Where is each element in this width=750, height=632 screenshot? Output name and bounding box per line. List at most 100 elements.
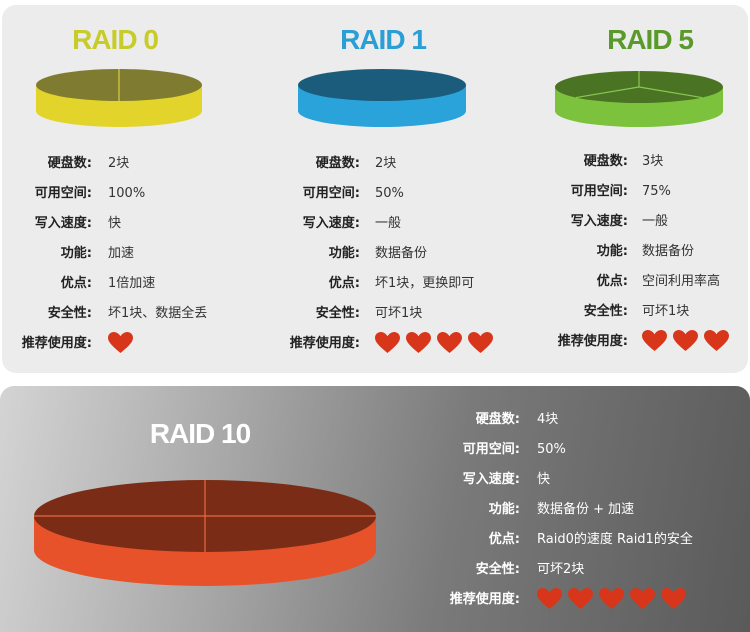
row-value: 2块: [108, 156, 130, 171]
heart-icon: [704, 330, 729, 351]
rating-hearts: [642, 330, 729, 352]
raid0-row: 功能: 加速: [0, 243, 750, 265]
row-label: 硬盘数:: [583, 154, 628, 169]
row-label: 推荐使用度:: [449, 592, 520, 607]
heart-icon: [437, 332, 462, 353]
raid0-title: RAID 0: [72, 24, 159, 55]
row-value: 3块: [642, 154, 664, 169]
row-label: 优点:: [596, 274, 628, 289]
raid0-row: 优点: 1倍加速: [0, 273, 750, 295]
row-label: 写入速度:: [462, 472, 520, 487]
raid1-row: 功能: 数据备份: [0, 243, 750, 265]
row-label: 功能:: [60, 246, 92, 261]
row-value: 坏1块、数据全丢: [108, 306, 208, 321]
raid10-row: 硬盘数: 4块: [0, 409, 750, 431]
row-value: 可坏1块: [375, 306, 423, 321]
row-label: 安全性:: [475, 562, 520, 577]
row-label: 优点:: [60, 276, 92, 291]
row-label: 推荐使用度:: [289, 336, 360, 351]
raid1-row: 写入速度: 一般: [0, 213, 750, 235]
heart-icon: [568, 588, 593, 609]
row-label: 可用空间:: [570, 184, 628, 199]
raid0-row: 推荐使用度:: [0, 332, 750, 355]
heart-icon: [630, 588, 655, 609]
raid5-title: RAID 5: [607, 24, 694, 55]
raid1-row: 优点: 坏1块，更换即可: [0, 273, 750, 295]
raid1-row: 可用空间: 50%: [0, 183, 750, 205]
heart-icon: [673, 330, 698, 351]
heart-icon: [108, 332, 133, 353]
raid10-row: 功能: 数据备份 + 加速: [0, 499, 750, 521]
row-value: 50%: [537, 442, 566, 457]
row-label: 安全性:: [315, 306, 360, 321]
row-value: Raid0的速度 Raid1的安全: [537, 532, 693, 547]
raid0-row: 写入速度: 快: [0, 213, 750, 235]
raid5-row: 可用空间: 75%: [0, 181, 750, 203]
row-label: 安全性:: [47, 306, 92, 321]
raid5-disk-icon: [555, 71, 723, 127]
row-value: 数据备份: [642, 244, 695, 259]
rating-hearts: [108, 332, 133, 354]
raid10-row: 写入速度: 快: [0, 469, 750, 491]
raid1-row: 推荐使用度:: [0, 332, 750, 355]
row-value: 一般: [642, 214, 669, 229]
row-label: 可用空间:: [34, 186, 92, 201]
row-label: 硬盘数:: [475, 412, 520, 427]
raid10-row: 推荐使用度:: [0, 588, 750, 611]
disk-top: [298, 69, 466, 101]
raid5-row: 写入速度: 一般: [0, 211, 750, 233]
heart-icon: [661, 588, 686, 609]
row-label: 硬盘数:: [315, 156, 360, 171]
row-label: 可用空间:: [462, 442, 520, 457]
rating-hearts: [375, 332, 493, 354]
heart-icon: [406, 332, 431, 353]
heart-icon: [468, 332, 493, 353]
row-label: 优点:: [328, 276, 360, 291]
raid0-disk-icon: [36, 69, 202, 127]
heart-icon: [375, 332, 400, 353]
row-value: 快: [108, 216, 122, 231]
raid10-title: RAID 10: [149, 418, 251, 449]
row-value: 75%: [642, 184, 671, 199]
disk-divider: [638, 86, 703, 99]
row-value: 100%: [108, 186, 146, 201]
raid0-row: 硬盘数: 2块: [0, 153, 750, 175]
row-label: 优点:: [488, 532, 520, 547]
raid1-row: 硬盘数: 2块: [0, 153, 750, 175]
raid0-row: 可用空间: 100%: [0, 183, 750, 205]
row-value: 数据备份: [375, 246, 428, 261]
row-label: 写入速度:: [570, 214, 628, 229]
disk-divider: [575, 86, 640, 99]
raid10-row: 优点: Raid0的速度 Raid1的安全: [0, 529, 750, 551]
row-value: 空间利用率高: [642, 274, 721, 289]
row-value: 4块: [537, 412, 559, 427]
row-value: 2块: [375, 156, 397, 171]
raid1-disk-icon: [298, 69, 466, 127]
row-label: 推荐使用度:: [21, 336, 92, 351]
raid5-row: 推荐使用度:: [0, 330, 750, 353]
raid1-row: 安全性: 可坏1块: [0, 303, 750, 325]
row-value: 50%: [375, 186, 404, 201]
row-label: 功能:: [596, 244, 628, 259]
raid10-row: 安全性: 可坏2块: [0, 559, 750, 581]
raid10-row: 可用空间: 50%: [0, 439, 750, 461]
row-label: 写入速度:: [302, 216, 360, 231]
raid0-row: 安全性: 坏1块、数据全丢: [0, 303, 750, 325]
row-label: 写入速度:: [34, 216, 92, 231]
row-label: 可用空间:: [302, 186, 360, 201]
row-value: 1倍加速: [108, 276, 156, 291]
rating-hearts: [537, 588, 686, 610]
heart-icon: [642, 330, 667, 351]
raid5-row: 硬盘数: 3块: [0, 151, 750, 173]
raid5-row: 安全性: 可坏1块: [0, 301, 750, 323]
row-value: 可坏1块: [642, 304, 690, 319]
row-value: 一般: [375, 216, 402, 231]
top-panel: [2, 5, 748, 373]
row-label: 功能:: [488, 502, 520, 517]
row-value: 坏1块，更换即可: [375, 276, 475, 291]
row-label: 安全性:: [583, 304, 628, 319]
heart-icon: [537, 588, 562, 609]
heart-icon: [599, 588, 624, 609]
row-label: 功能:: [328, 246, 360, 261]
row-label: 推荐使用度:: [557, 334, 628, 349]
